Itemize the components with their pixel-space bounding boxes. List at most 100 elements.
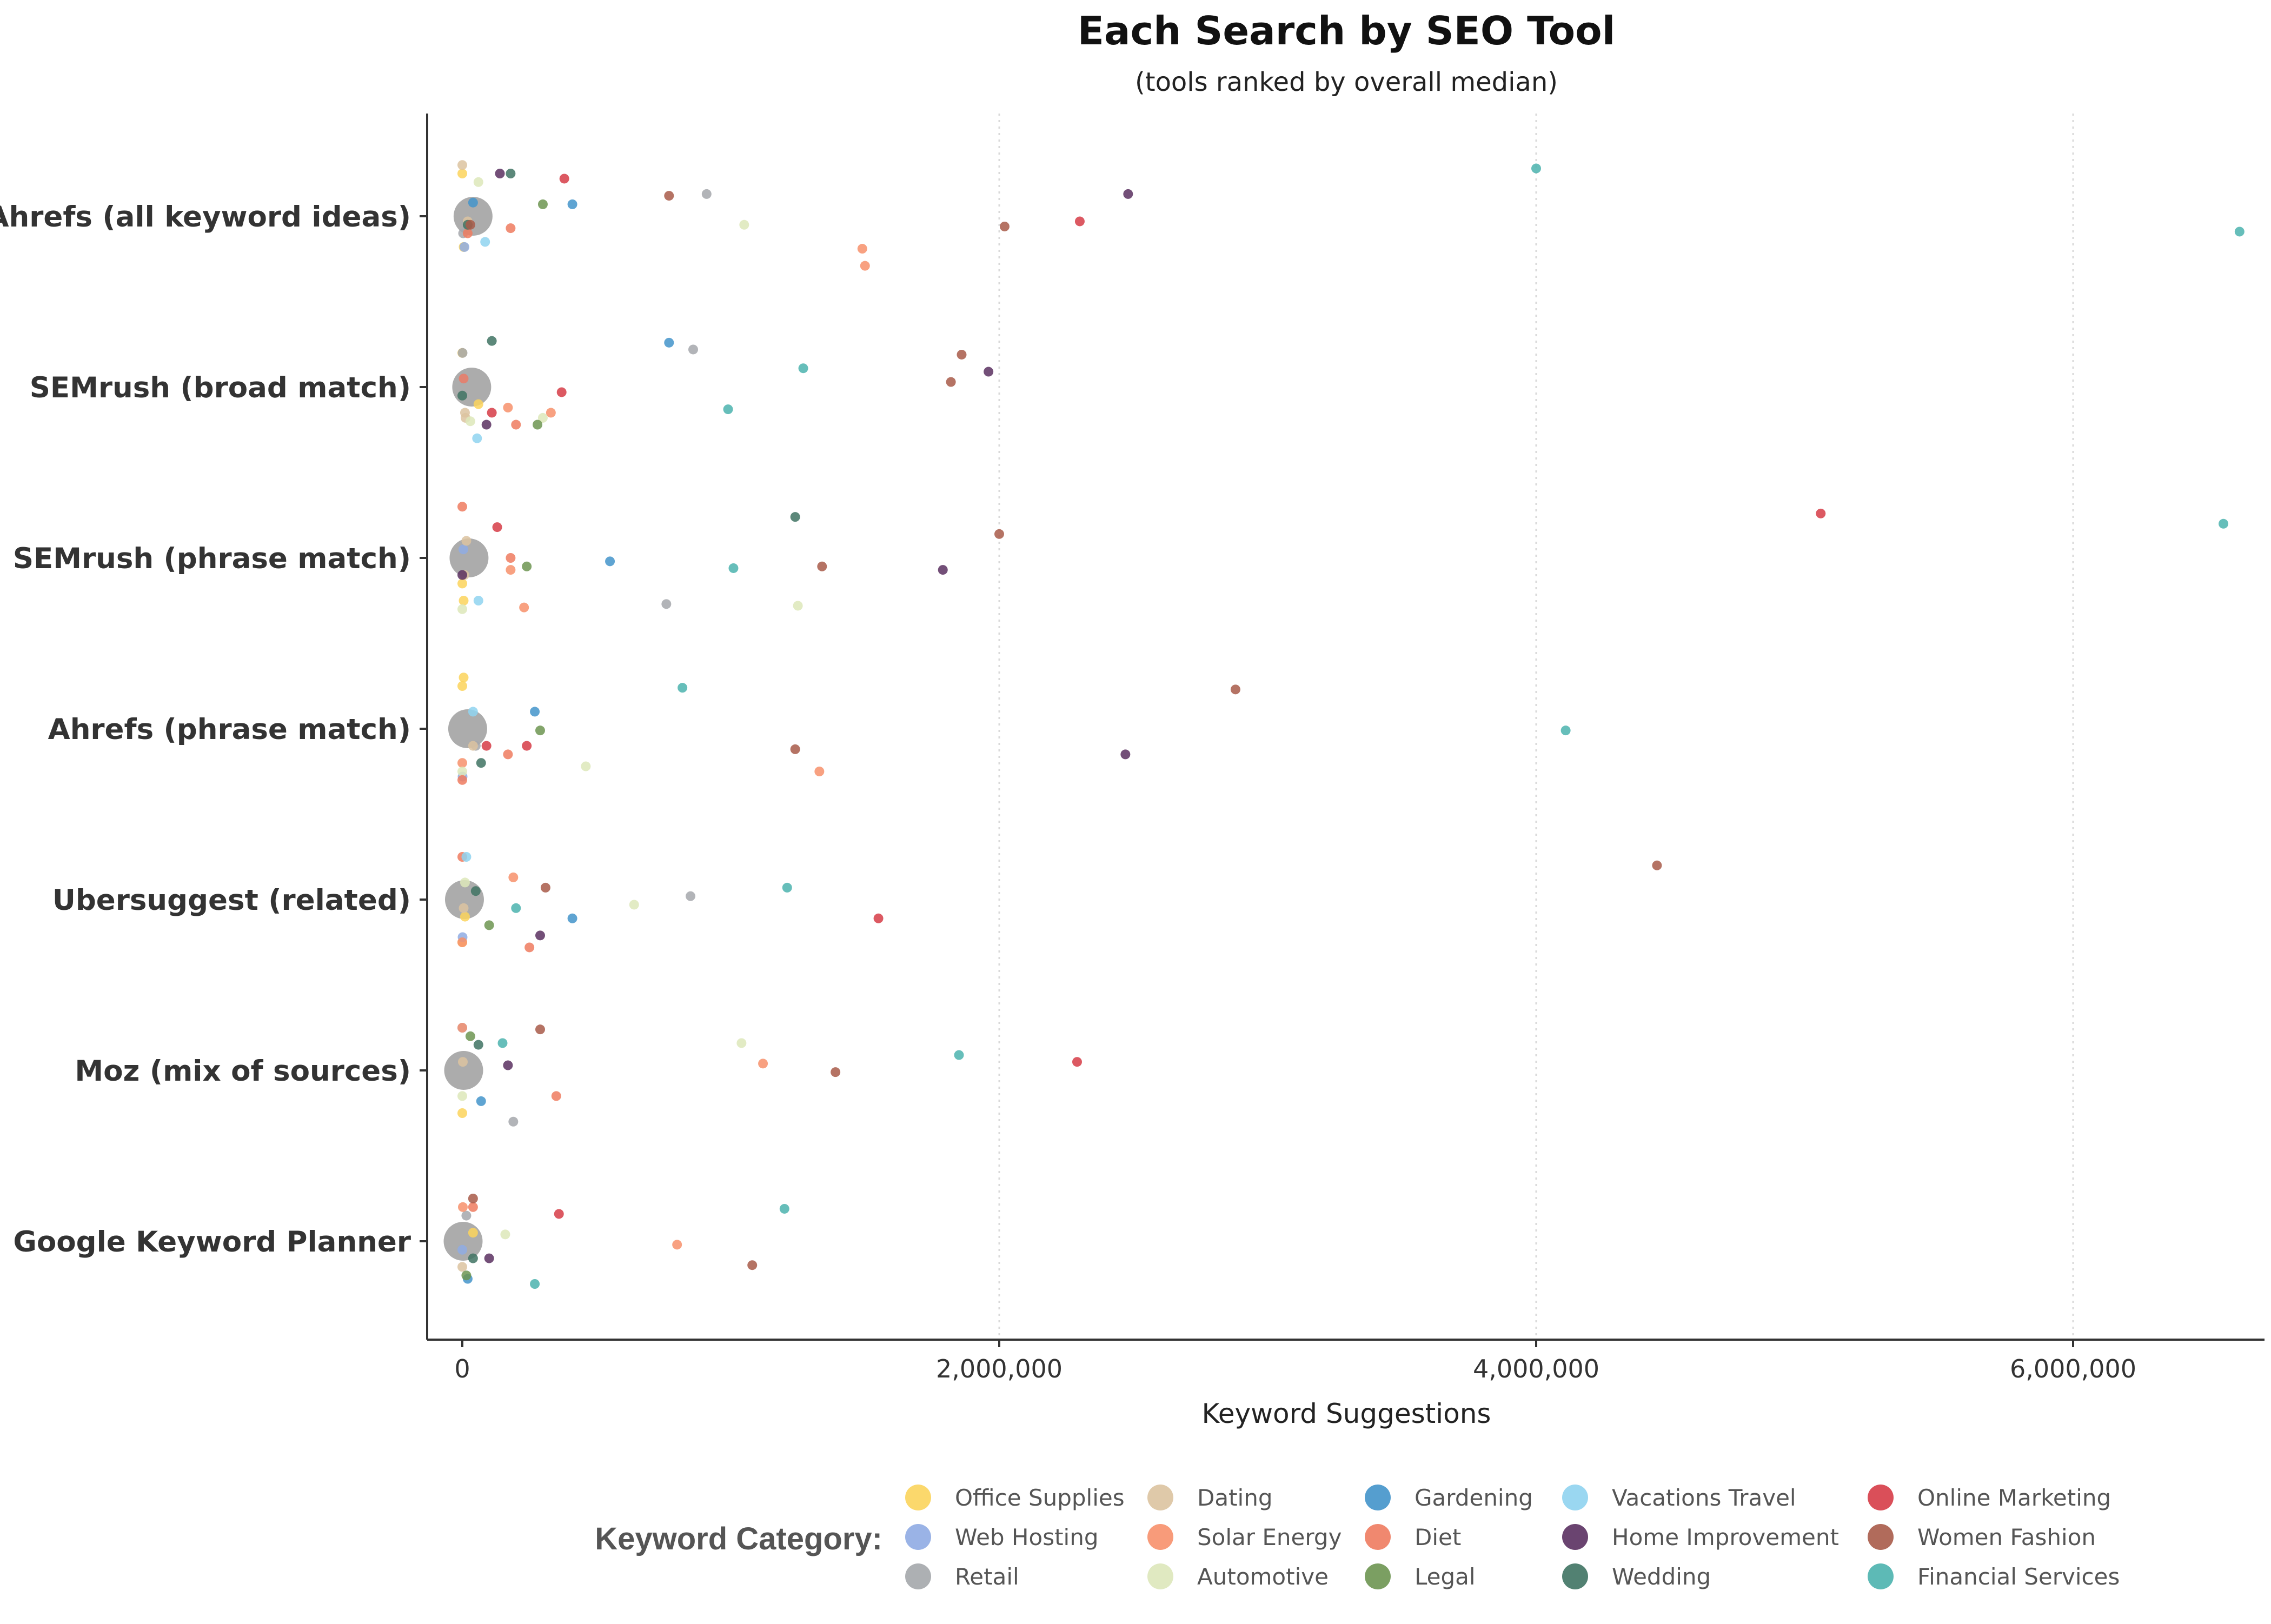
legend-swatch — [1868, 1524, 1894, 1550]
data-point — [457, 160, 467, 170]
data-point — [472, 433, 482, 443]
data-point — [457, 758, 467, 768]
data-point — [468, 1228, 478, 1238]
legend-swatch — [905, 1524, 931, 1550]
chart-subtitle: (tools ranked by overall median) — [1135, 67, 1558, 97]
data-point — [457, 1108, 467, 1118]
median-marker — [443, 1222, 483, 1261]
data-point — [457, 348, 468, 358]
data-point — [857, 244, 867, 254]
data-point — [779, 1203, 789, 1214]
legend-label: Automotive — [1197, 1563, 1329, 1590]
median-marker — [448, 709, 487, 748]
data-point — [506, 553, 516, 563]
category-label: SEMrush (broad match) — [30, 371, 411, 404]
median-marker — [452, 368, 492, 407]
data-point — [1120, 749, 1131, 760]
x-tick-labels: 0 2,000,000 4,000,000 6,000,000 — [454, 1340, 2136, 1383]
category-label: Ahrefs (phrase match) — [48, 713, 411, 746]
data-point — [994, 529, 1004, 539]
legend-item: Automotive — [1147, 1563, 1329, 1590]
data-point — [511, 903, 521, 913]
data-point — [1652, 860, 1662, 870]
data-point — [686, 891, 696, 901]
legend-swatch — [1562, 1485, 1588, 1510]
data-point — [484, 1253, 494, 1263]
data-points — [457, 160, 2245, 1289]
data-point — [459, 673, 469, 683]
data-point — [487, 408, 497, 418]
legend-swatch — [1365, 1485, 1391, 1510]
x-axis-title: Keyword Suggestions — [1202, 1398, 1491, 1429]
data-point — [473, 596, 483, 605]
legend-swatch — [1365, 1524, 1391, 1550]
legend-swatch — [1365, 1563, 1391, 1589]
data-point — [758, 1059, 768, 1069]
series-group — [457, 244, 870, 1250]
legend-item: Financial Services — [1868, 1563, 2120, 1590]
data-point — [461, 536, 472, 546]
data-point — [535, 726, 545, 736]
legend-title: Keyword Category: — [595, 1521, 882, 1556]
data-point — [457, 1202, 468, 1212]
data-point — [551, 1091, 561, 1101]
data-point — [798, 363, 808, 374]
data-point — [511, 420, 521, 430]
data-point — [457, 1091, 467, 1101]
legend-item: Gardening — [1365, 1485, 1533, 1511]
series-group — [461, 199, 548, 1281]
data-point — [468, 1194, 478, 1203]
data-point — [1816, 508, 1826, 518]
data-point — [457, 1244, 467, 1255]
x-tick-label: 2,000,000 — [936, 1354, 1063, 1383]
legend-label: Retail — [955, 1563, 1019, 1590]
data-point — [664, 337, 674, 348]
data-point — [701, 189, 712, 199]
data-point — [688, 344, 698, 355]
data-point — [460, 877, 470, 888]
axes — [426, 114, 2265, 1341]
data-point — [457, 1262, 467, 1272]
data-point — [678, 683, 688, 693]
data-point — [519, 602, 529, 613]
data-point — [473, 1040, 483, 1050]
data-point — [508, 872, 519, 882]
data-point — [530, 707, 540, 717]
data-point — [581, 761, 591, 771]
legend-item: Women Fashion — [1868, 1524, 2096, 1550]
data-point — [533, 420, 543, 430]
data-point — [664, 191, 674, 201]
data-point — [723, 404, 733, 415]
legend-label: Women Fashion — [1917, 1524, 2096, 1550]
category-label: Ubersuggest (related) — [52, 884, 411, 917]
data-point — [457, 578, 467, 589]
data-point — [2234, 227, 2245, 237]
data-point — [461, 1210, 472, 1221]
data-point — [954, 1050, 964, 1060]
data-point — [470, 886, 481, 896]
data-point — [672, 1240, 682, 1250]
data-point — [457, 681, 467, 691]
legend-item: Legal — [1365, 1563, 1476, 1590]
data-point — [537, 412, 548, 423]
data-point — [728, 563, 739, 573]
data-point — [554, 1209, 564, 1219]
legend-label: Dating — [1197, 1485, 1273, 1511]
legend-item: Office Supplies — [905, 1485, 1125, 1511]
data-point — [567, 913, 577, 923]
data-point — [506, 565, 516, 575]
legend-swatch — [1868, 1485, 1894, 1510]
data-point — [503, 1060, 513, 1070]
data-point — [537, 199, 548, 209]
data-point — [492, 522, 502, 533]
data-point — [793, 601, 803, 611]
legend-label: Home Improvement — [1612, 1524, 1839, 1550]
data-point — [817, 561, 827, 571]
data-point — [457, 502, 467, 512]
legend-swatch — [1147, 1485, 1173, 1510]
legend-label: Office Supplies — [955, 1485, 1125, 1511]
legend-label: Online Marketing — [1917, 1485, 2111, 1511]
legend-label: Vacations Travel — [1612, 1485, 1796, 1511]
data-point — [503, 749, 513, 760]
